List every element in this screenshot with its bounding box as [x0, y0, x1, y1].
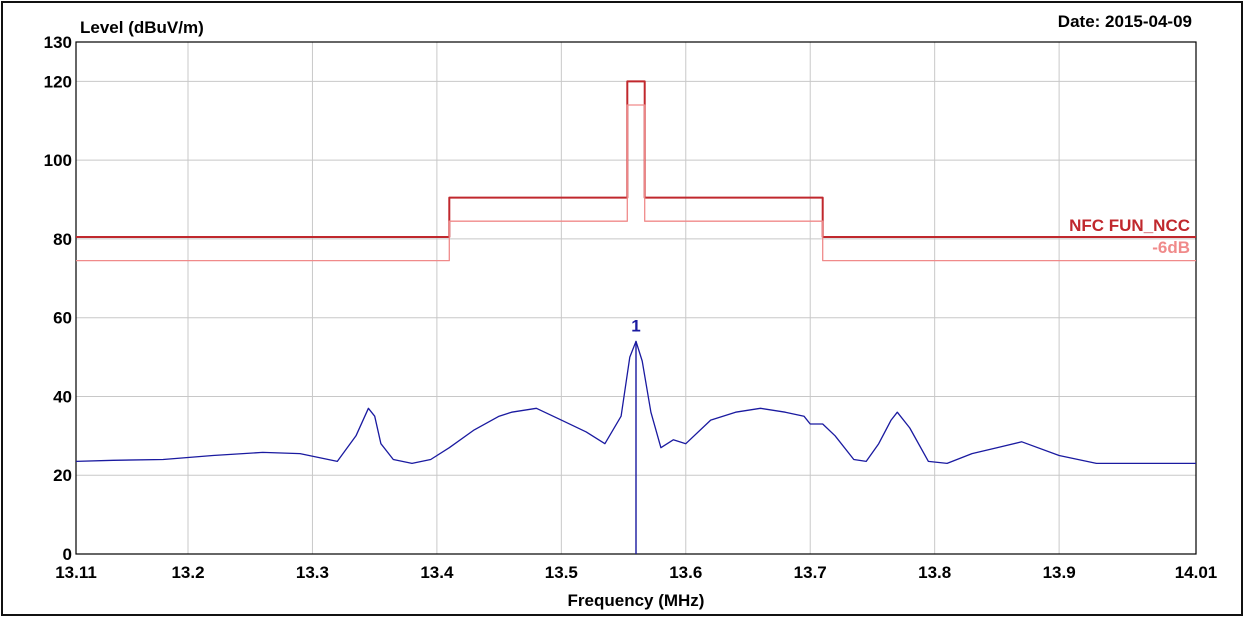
x-tick-label: 13.11: [55, 563, 97, 582]
x-tick-label: 14.01: [1175, 563, 1218, 582]
tick-labels: 13.11 13.2 13.3 13.4 13.5 13.6 13.7 13.8 13.9 14.…: [44, 33, 1218, 582]
limit-minus-6db-line: [76, 104, 1196, 262]
y-tick-label: 80: [53, 230, 72, 249]
y-tick-label: 100: [44, 151, 72, 170]
x-tick-label: 13.9: [1043, 563, 1076, 582]
y-tick-label: 130: [44, 33, 72, 52]
limit-line: [76, 80, 1196, 238]
x-tick-label: 13.4: [420, 563, 454, 582]
y-axis-label: Level (dBuV/m): [80, 18, 204, 37]
x-tick-label: 13.3: [296, 563, 329, 582]
peak-marker-label: 1: [631, 316, 640, 335]
x-tick-label: 13.7: [794, 563, 827, 582]
y-tick-label: 20: [53, 466, 72, 485]
limit-minus-6db-label: -6dB: [1152, 238, 1190, 257]
date-label: Date: 2015-04-09: [1058, 12, 1192, 31]
limit-line-label: NFC FUN_NCC: [1069, 216, 1190, 235]
series-group: 1: [75, 80, 1196, 554]
x-tick-label: 13.5: [545, 563, 578, 582]
x-axis-label: Frequency (MHz): [568, 591, 705, 610]
x-tick-label: 13.2: [171, 563, 204, 582]
measured-level-line: [75, 340, 1196, 465]
y-tick-label: 40: [53, 387, 72, 406]
x-tick-label: 13.8: [918, 563, 951, 582]
y-tick-label: 0: [63, 545, 72, 564]
x-tick-label: 13.6: [669, 563, 702, 582]
y-tick-label: 120: [44, 72, 72, 91]
y-tick-label: 60: [53, 309, 72, 328]
